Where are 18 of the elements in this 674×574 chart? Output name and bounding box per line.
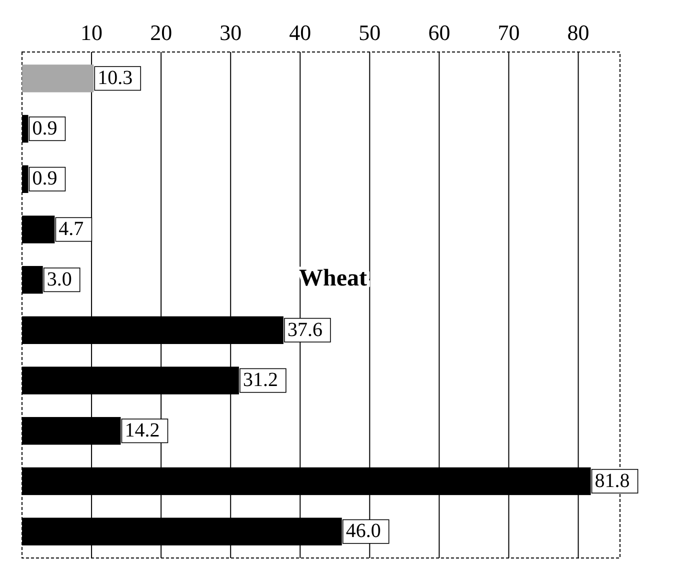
x-tick-label: 70 <box>498 20 520 45</box>
data-label: 4.7 <box>58 218 84 240</box>
x-tick-label: 80 <box>567 20 590 45</box>
x-tick-label: 40 <box>289 20 312 45</box>
data-label: 0.9 <box>32 168 58 190</box>
data-label: 37.6 <box>287 318 322 341</box>
data-label: 10.3 <box>98 67 133 90</box>
data-label: 46.0 <box>346 520 381 542</box>
x-tick-label: 10 <box>80 20 103 45</box>
x-tick-label: 30 <box>220 20 242 45</box>
data-label: 14.2 <box>124 419 160 442</box>
data-label: 0.9 <box>32 117 58 140</box>
x-tick-label: 50 <box>358 20 381 45</box>
data-label: 3.0 <box>46 268 72 290</box>
x-tick-label: 60 <box>428 20 450 45</box>
x-tick-label: 20 <box>150 20 172 45</box>
data-label: 81.8 <box>594 470 630 492</box>
data-label: 31.2 <box>242 369 278 392</box>
